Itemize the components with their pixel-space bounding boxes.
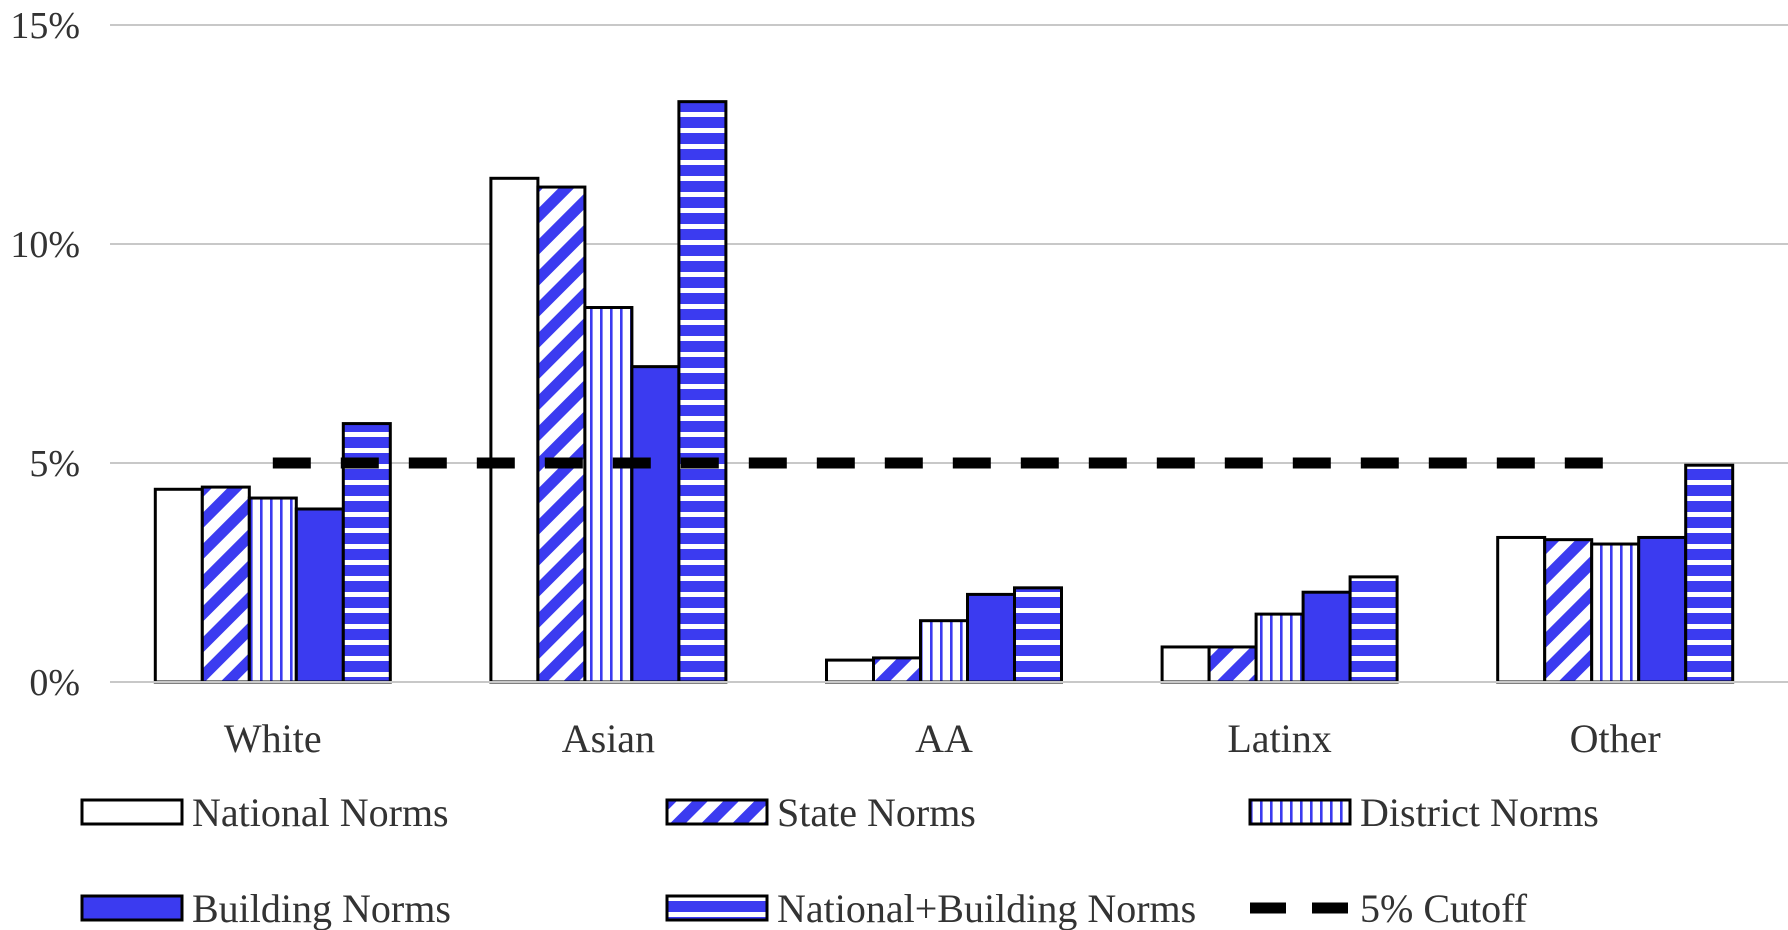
bar bbox=[919, 619, 969, 684]
bar bbox=[677, 100, 728, 684]
legend-swatch bbox=[665, 798, 769, 826]
x-category-label: AA bbox=[915, 716, 973, 761]
y-tick-label: 10% bbox=[10, 224, 80, 266]
bar bbox=[247, 496, 298, 684]
x-category-label: Latinx bbox=[1227, 716, 1331, 761]
x-axis-categories: White Asian AA Latinx Other bbox=[224, 716, 1661, 761]
bar bbox=[630, 365, 681, 684]
legend: National Norms State Norms District Norms B… bbox=[80, 790, 1599, 930]
legend-label: National Norms bbox=[192, 790, 449, 835]
bar bbox=[1160, 645, 1211, 684]
bar bbox=[1684, 463, 1735, 684]
bar bbox=[536, 185, 587, 684]
y-tick-label: 15% bbox=[10, 5, 80, 47]
y-axis-ticks: 0% 5% 10% 15% bbox=[10, 5, 80, 704]
bar bbox=[583, 306, 634, 684]
bar bbox=[294, 507, 345, 684]
bar bbox=[1013, 586, 1063, 684]
bar bbox=[825, 658, 875, 684]
legend-swatch bbox=[80, 894, 184, 922]
bar bbox=[153, 487, 204, 684]
bar bbox=[200, 485, 251, 684]
bar bbox=[1543, 538, 1594, 684]
x-category-label: Other bbox=[1570, 716, 1661, 761]
bar bbox=[1590, 542, 1641, 684]
bar bbox=[966, 592, 1016, 684]
bar bbox=[489, 176, 540, 684]
bar bbox=[1348, 575, 1399, 684]
x-category-label: White bbox=[224, 716, 322, 761]
y-tick-label: 5% bbox=[29, 443, 80, 485]
legend-swatch bbox=[80, 798, 184, 826]
legend-swatch bbox=[665, 894, 769, 922]
bar bbox=[1301, 590, 1352, 684]
bar bbox=[872, 656, 922, 684]
legend-label: District Norms bbox=[1360, 790, 1599, 835]
bar bbox=[1254, 612, 1305, 684]
legend-label: 5% Cutoff bbox=[1360, 886, 1528, 930]
y-tick-label: 0% bbox=[29, 662, 80, 704]
legend-swatch bbox=[1248, 798, 1352, 826]
bars bbox=[110, 100, 1788, 684]
bar bbox=[1637, 535, 1688, 684]
bar bbox=[1207, 645, 1258, 684]
legend-label: State Norms bbox=[777, 790, 976, 835]
x-category-label: Asian bbox=[562, 716, 655, 761]
bar bbox=[1496, 535, 1547, 684]
legend-label: National+Building Norms bbox=[777, 886, 1196, 930]
legend-label: Building Norms bbox=[192, 886, 451, 930]
